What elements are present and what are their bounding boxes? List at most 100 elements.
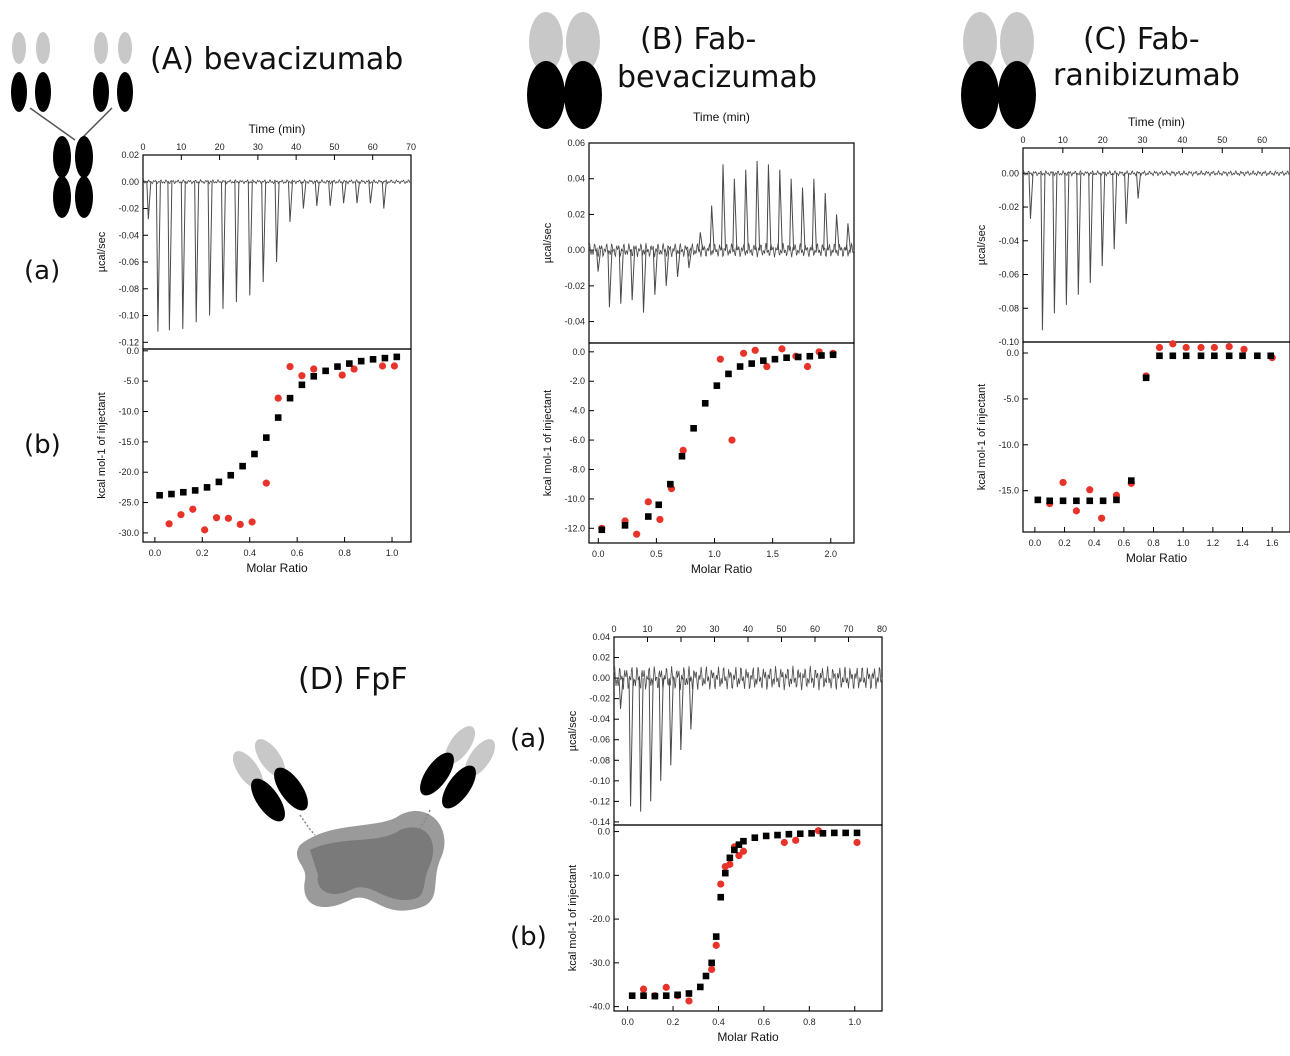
thermogram-a-xtick-label: 10 — [176, 142, 186, 152]
data-point — [1155, 343, 1164, 352]
fit-point — [785, 830, 793, 838]
panel-c-title-line2: ranibizumab — [1053, 58, 1240, 93]
data-point — [633, 530, 641, 538]
isotherm-d-xtick-label: 0.2 — [667, 1017, 680, 1027]
injection-peak — [732, 178, 738, 251]
injection-peak — [845, 223, 851, 251]
injection-peak — [664, 250, 670, 286]
data-point — [656, 515, 664, 524]
thermogram-c-ytick-label: -0.10 — [998, 337, 1019, 347]
thermogram-b: 0.06 0.04 0.02 0.00 -0.02 -0.04 Time (min) µcal… — [542, 110, 855, 344]
data-point — [1182, 343, 1190, 352]
thermogram-b-ytick-label: 0.06 — [567, 138, 585, 148]
injection-peak — [1124, 173, 1130, 224]
thermogram-a: 0.02 0.00 -0.02 -0.04 -0.06 -0.08 -0.10 -0.12 0 1… — [96, 122, 416, 350]
fab-ranibizumab-icon — [961, 12, 1036, 129]
injection-peak — [630, 250, 636, 301]
fit-point — [774, 831, 781, 839]
isotherm-d-xtick-label: 0.0 — [621, 1017, 634, 1027]
isotherm-a-xtick-label: 0.4 — [243, 548, 256, 558]
thermogram-b-ytick-label: -0.02 — [564, 281, 585, 291]
fit-point — [702, 972, 710, 980]
fit-point — [1225, 352, 1233, 360]
injection-peak — [834, 214, 840, 251]
isotherm-a-ylabel: kcal mol-1 of injectant — [96, 392, 108, 498]
isotherm-a-ytick-label: -5.0 — [123, 376, 139, 386]
panel-d-title: (D) FpF — [298, 662, 408, 697]
thermogram-baseline — [142, 178, 412, 185]
injection-peak — [678, 678, 684, 751]
fit-point — [662, 992, 670, 999]
thermogram-a-ytick-label: 0.02 — [121, 150, 139, 160]
panel-d-sublabel-a: (a) — [510, 724, 547, 754]
thermogram-a-ytick-label: -0.12 — [118, 337, 139, 347]
thermogram-a-ytick-label: -0.02 — [118, 204, 139, 214]
injection-peak — [354, 181, 360, 204]
fit-point — [760, 357, 767, 364]
thermogram-d-xtick-label: 0 — [611, 624, 616, 634]
fit-point — [740, 837, 747, 845]
injection-peak — [146, 181, 152, 220]
fab-bevacizumab-icon — [527, 12, 602, 129]
thermogram-c-xtick-label: 50 — [1217, 135, 1227, 145]
thermogram-d-xtick-label: 10 — [642, 624, 652, 634]
fit-point — [263, 434, 270, 441]
fit-point — [1086, 497, 1094, 505]
fit-point — [829, 351, 837, 359]
thermogram-c-xlabel: Time (min) — [1128, 115, 1185, 129]
isotherm-b-xtick-label: 0.0 — [592, 549, 605, 559]
thermogram-d-xtick-label: 50 — [776, 624, 786, 634]
panel-a-sublabel-a: (a) — [24, 256, 61, 286]
thermogram-d-ytick-label: -0.02 — [589, 694, 610, 704]
injection-peak — [766, 164, 772, 251]
thermogram-d-xtick-label: 40 — [743, 624, 753, 634]
isotherm-c-xtick-label: 0.2 — [1058, 538, 1071, 548]
thermogram-a-xtick-label: 70 — [406, 142, 416, 152]
fit-point — [831, 829, 838, 837]
data-point — [792, 836, 800, 844]
fit-point — [286, 394, 294, 402]
fit-point — [735, 841, 743, 848]
thermogram-a-ytick-label: -0.04 — [118, 230, 139, 240]
data-point — [1240, 345, 1248, 353]
fit-point — [713, 382, 721, 389]
data-point — [728, 436, 736, 444]
thermogram-c-xtick-label: 0 — [1020, 135, 1025, 145]
isotherm-c-xlabel: Molar Ratio — [1126, 551, 1188, 565]
data-point — [165, 520, 173, 528]
injection-peak — [368, 181, 374, 204]
thermogram-b-ytick-label: 0.00 — [567, 245, 585, 255]
isotherm-d-ytick-label: 0.0 — [597, 827, 610, 837]
fit-point — [796, 830, 804, 838]
fit-point — [1267, 352, 1275, 360]
data-point — [712, 941, 720, 949]
thermogram-d: 0.04 0.02 0.00 -0.02 -0.04 -0.06 -0.08 -0.10 -0.… — [567, 624, 887, 827]
fit-point — [751, 834, 759, 841]
fit-point — [298, 381, 306, 389]
data-point — [1210, 343, 1218, 352]
fit-point — [783, 354, 790, 362]
data-point — [286, 363, 294, 371]
isotherm-c-xtick-label: 1.0 — [1177, 538, 1190, 548]
isotherm-a-xtick-label: 0.6 — [291, 548, 304, 558]
injection-peak — [1076, 173, 1082, 295]
thermogram-d-ytick-label: -0.10 — [589, 776, 610, 786]
isotherm-a-ytick-label: -15.0 — [118, 437, 139, 447]
thermogram-c-ytick-label: 0.00 — [1001, 168, 1019, 178]
data-point — [735, 852, 743, 860]
injection-peak — [1112, 173, 1118, 250]
data-point — [248, 518, 256, 526]
injection-peak — [155, 181, 161, 332]
chart-d: 0.040.020.00-0.02-0.04-0.06-0.08-0.10-0.… — [567, 624, 887, 1044]
fit-point — [818, 352, 825, 359]
injection-peak — [618, 250, 624, 304]
isotherm-d-ytick-label: -40.0 — [589, 1002, 610, 1012]
injection-peak — [777, 169, 783, 251]
data-point — [350, 365, 358, 373]
fit-point — [1099, 497, 1107, 505]
injection-peak — [1100, 173, 1106, 267]
isotherm-d-xtick-label: 1.0 — [848, 1017, 861, 1027]
injection-peak — [641, 250, 647, 313]
fit-point — [644, 513, 652, 520]
injection-peak — [743, 169, 749, 251]
